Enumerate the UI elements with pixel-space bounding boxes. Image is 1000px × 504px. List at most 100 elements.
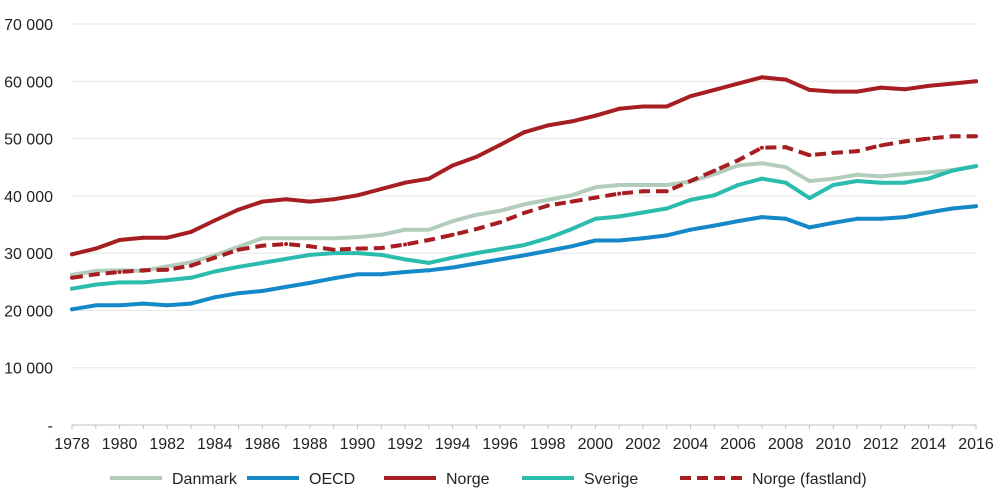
series-2 (70, 75, 978, 257)
data-point (736, 81, 741, 86)
data-point (379, 252, 384, 257)
x-tick-label: 2006 (720, 436, 756, 453)
data-point (236, 247, 241, 252)
data-point (474, 227, 479, 232)
data-point (688, 227, 693, 232)
data-point (736, 158, 741, 163)
data-point (593, 216, 598, 221)
data-point (70, 275, 74, 280)
data-point (450, 265, 455, 270)
data-point (498, 247, 503, 252)
series-lines (70, 75, 978, 312)
data-point (307, 199, 312, 204)
data-point (926, 83, 931, 88)
series-line (70, 164, 978, 291)
data-point (736, 163, 741, 168)
data-point (117, 270, 122, 275)
data-point (831, 150, 836, 155)
legend: Danmark OECD Norge Sverige Norge (fastland) (110, 471, 867, 488)
legend-label: Sverige (584, 471, 638, 488)
data-point (403, 270, 408, 275)
data-point (307, 280, 312, 285)
y-tick-label: 50 000 (4, 132, 53, 149)
data-point (474, 154, 479, 159)
data-point (617, 182, 622, 187)
data-point (165, 267, 170, 272)
x-tick-label: 1992 (387, 436, 423, 453)
data-point (165, 264, 170, 269)
x-tick-label: 2010 (815, 436, 851, 453)
x-tick-label: 1986 (245, 436, 281, 453)
data-point (545, 203, 550, 208)
data-point (212, 218, 217, 223)
series-0 (70, 161, 978, 277)
data-point (331, 276, 336, 281)
x-tick-label: 2012 (863, 436, 899, 453)
data-point (188, 275, 193, 280)
data-point (640, 104, 645, 109)
data-point (569, 227, 574, 232)
data-point (522, 253, 526, 258)
data-point (426, 237, 431, 242)
data-point (878, 216, 883, 221)
legend-label: Norge (446, 471, 490, 488)
data-point (688, 197, 693, 202)
data-point (807, 153, 812, 158)
data-point (284, 256, 289, 261)
data-point (759, 176, 764, 181)
data-point (93, 272, 98, 277)
series-3 (70, 164, 978, 291)
data-point (783, 180, 788, 185)
data-point (807, 178, 812, 183)
data-point (450, 255, 455, 260)
x-tick-label: 1988 (292, 436, 328, 453)
x-tick-label: 1984 (197, 436, 233, 453)
data-point (759, 161, 764, 166)
data-point (783, 145, 788, 150)
data-point (593, 185, 598, 190)
data-point (498, 208, 503, 213)
data-point (212, 255, 217, 260)
data-point (569, 119, 574, 124)
data-point (664, 104, 669, 109)
data-point (141, 301, 146, 306)
x-tick-label: 1978 (54, 436, 90, 453)
data-point (545, 236, 550, 241)
series-line (70, 75, 978, 257)
data-point (260, 260, 265, 265)
legend-label: OECD (309, 471, 355, 488)
data-point (93, 282, 98, 287)
data-point (331, 247, 336, 252)
data-point (926, 136, 931, 141)
data-point (878, 174, 883, 179)
data-point (307, 244, 312, 249)
data-point (950, 168, 955, 173)
data-point (355, 246, 360, 251)
data-point (878, 85, 883, 90)
y-tick-label: 70 000 (4, 17, 53, 34)
data-point (807, 196, 812, 201)
data-point (664, 189, 669, 194)
data-point (426, 268, 431, 273)
data-point (617, 214, 622, 219)
data-point (926, 210, 931, 215)
series-4 (70, 134, 978, 280)
data-point (522, 202, 526, 207)
x-tick-label: 1990 (340, 436, 376, 453)
data-point (331, 236, 336, 241)
data-point (640, 236, 645, 241)
data-point (807, 87, 812, 92)
data-point (141, 235, 146, 240)
data-point (379, 272, 384, 277)
data-point (974, 164, 978, 169)
data-point (355, 251, 360, 256)
data-point (902, 139, 907, 144)
data-point (331, 197, 336, 202)
data-point (569, 199, 574, 204)
legend-label: Danmark (172, 471, 238, 488)
data-point (831, 182, 836, 187)
data-point (783, 77, 788, 82)
data-point (783, 216, 788, 221)
data-point (379, 245, 384, 250)
x-tick-label: 2004 (673, 436, 709, 453)
